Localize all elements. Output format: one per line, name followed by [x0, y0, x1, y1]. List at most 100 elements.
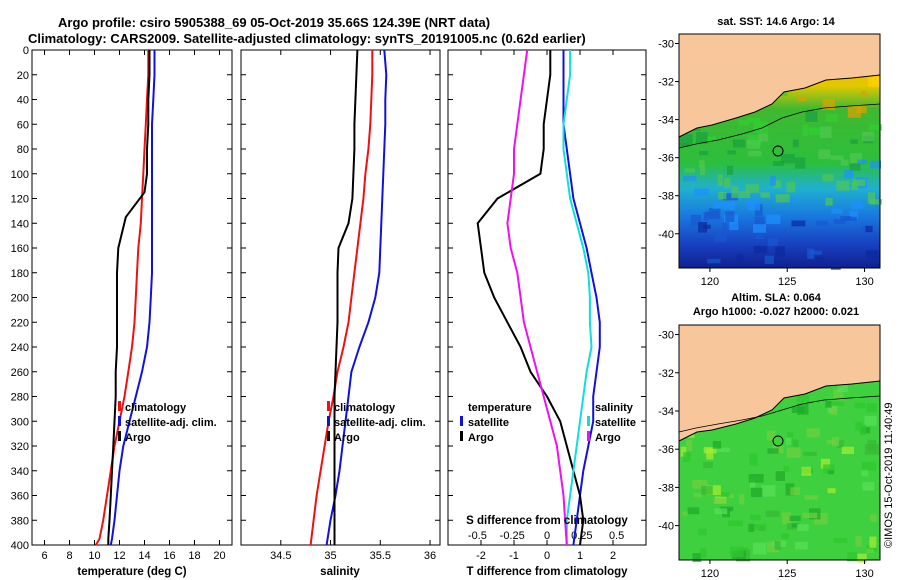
map-texture-cell: [794, 157, 806, 169]
map-texture-cell: [840, 216, 852, 221]
map-texture-cell: [732, 139, 746, 148]
sst-coastline: [678, 74, 881, 138]
map-texture-cell: [707, 136, 716, 142]
sla-land: [679, 325, 880, 441]
map-texture-cell: [833, 538, 848, 543]
legend-swatch-argo: [118, 431, 121, 441]
sla-map-title-line1: Altim. SLA: 0.064: [731, 292, 822, 304]
depth-tick-label: 100: [11, 169, 29, 181]
map-texture-cell: [701, 485, 713, 495]
sst-argo-marker: [772, 145, 784, 157]
legend-label-climatology: climatology: [334, 402, 396, 414]
map-texture-cell: [706, 448, 714, 460]
lat-tick-label: -34: [658, 115, 674, 127]
map-texture-cell: [787, 432, 794, 438]
x-tick-label: 14: [138, 550, 150, 562]
map-texture-cell: [833, 388, 844, 401]
map-texture-cell: [849, 211, 858, 219]
map-texture-cell: [791, 220, 806, 227]
map-texture-cell: [750, 487, 763, 498]
map-texture-cell: [748, 523, 755, 532]
sst-map: sat. SST: 14.6 Argo: 14 -30-32-34-36-38-…: [658, 16, 882, 288]
map-texture-cell: [731, 186, 739, 198]
map-texture-cell: [864, 415, 877, 426]
depth-tick-label: 220: [11, 317, 29, 329]
map-texture-cell: [856, 105, 867, 114]
series-line-salinity-satellite: [562, 50, 593, 545]
lat-tick-label: -40: [658, 229, 674, 241]
map-texture-cell: [831, 437, 840, 447]
sla-lon-ticks: 120 125 130: [701, 560, 874, 580]
map-texture-cell: [802, 512, 818, 519]
map-texture-cell: [792, 139, 799, 148]
sla-lat-ticks: -30 -32 -34 -36 -38 -40: [658, 330, 679, 533]
map-texture-cell: [844, 170, 854, 179]
map-texture-cell: [804, 495, 819, 500]
depth-tick-label: 400: [11, 540, 29, 552]
map-texture-cell: [822, 99, 836, 110]
lon-tick-label: 120: [701, 568, 719, 580]
map-texture-cell: [786, 181, 796, 193]
map-texture-cell: [857, 159, 867, 165]
map-texture-cell: [723, 193, 738, 201]
map-texture-cell: [831, 208, 843, 214]
map-texture-cell: [707, 258, 721, 264]
lat-tick-label: -40: [658, 521, 674, 533]
map-texture-cell: [747, 135, 762, 144]
map-texture-cell: [700, 164, 706, 175]
map-texture-cell: [714, 508, 728, 515]
map-texture-cell: [809, 250, 823, 255]
series-line-satellite-adj-clim-: [109, 50, 156, 546]
map-texture-cell: [754, 216, 765, 225]
credit-stamp: ©IMOS 15-Oct-2019 11:40:49: [883, 403, 895, 548]
map-texture-cell: [840, 159, 849, 166]
map-texture-cell: [825, 113, 838, 123]
sla-map-title-line2: Argo h1000: -0.027 h2000: 0.021: [693, 306, 859, 318]
legend-swatch-s-argo: [587, 431, 590, 441]
map-texture-cell: [704, 211, 720, 218]
map-texture-cell: [767, 238, 778, 246]
map-texture-cell: [679, 134, 693, 146]
difference-plot-area: [447, 49, 647, 546]
depth-tick-label: 160: [11, 243, 29, 255]
lat-tick-label: -36: [658, 153, 674, 165]
series-line-climatology: [94, 50, 150, 546]
lon-tick-label: 130: [855, 568, 873, 580]
temperature-depth-ticks: 0 20 40 60 80 100 120 140 160 180 200 220 240 260 280 3…: [11, 45, 232, 552]
legend-label-s-argo: Argo: [595, 432, 621, 444]
map-texture-cell: [825, 400, 832, 408]
x-tick-label: 6: [41, 550, 47, 562]
legend-heading-temperature: temperature: [468, 402, 532, 414]
map-texture-cell: [861, 91, 867, 97]
map-texture-cell: [806, 428, 820, 438]
map-texture-cell: [862, 131, 874, 142]
map-texture-cell: [849, 163, 861, 171]
map-texture-cell: [820, 126, 832, 139]
map-texture-cell: [736, 254, 744, 264]
x-tick-label: 0: [544, 550, 550, 562]
map-texture-cell: [796, 96, 807, 102]
map-texture-cell: [712, 202, 726, 209]
map-texture-cell: [706, 485, 721, 495]
map-texture-cell: [790, 487, 801, 495]
legend-label-argo: Argo: [125, 432, 151, 444]
legend-label-t-satellite: satellite: [468, 417, 509, 429]
x-tick-label: 35: [324, 550, 336, 562]
map-texture-cell: [758, 133, 769, 142]
map-texture-cell: [775, 471, 785, 481]
map-texture-cell: [850, 201, 864, 210]
map-texture-cell: [773, 180, 782, 189]
temperature-plot-area: [31, 49, 233, 546]
map-texture-cell: [725, 211, 735, 222]
legend-swatch-s-satellite: [587, 416, 590, 426]
map-texture-cell: [867, 75, 880, 87]
series-line-argo: [107, 50, 151, 545]
map-texture-cell: [865, 250, 879, 260]
map-texture-cell: [780, 154, 795, 164]
map-texture-cell: [815, 256, 825, 264]
map-texture-cell: [791, 406, 805, 413]
map-texture-cell: [761, 485, 776, 497]
lon-tick-label: 130: [855, 276, 873, 288]
salinity-axis-label: salinity: [320, 566, 360, 578]
